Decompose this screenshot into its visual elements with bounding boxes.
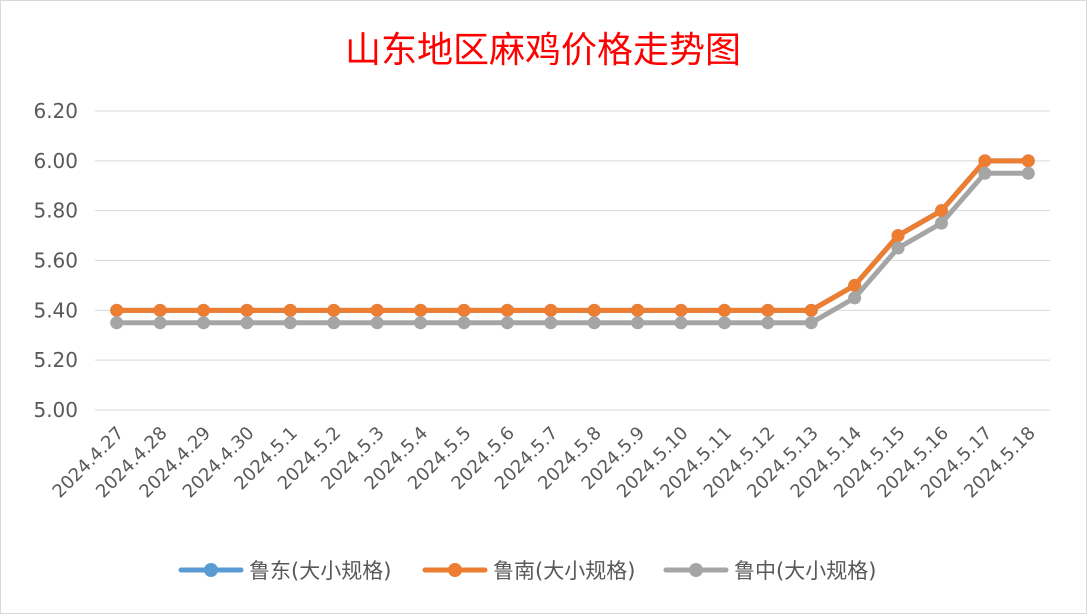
data-point <box>891 241 905 255</box>
data-point <box>283 303 297 317</box>
y-tick-label: 5.80 <box>33 199 78 223</box>
series-line <box>114 170 1031 326</box>
y-tick-label: 6.00 <box>33 149 78 173</box>
series-3 <box>110 166 1035 330</box>
y-tick-label: 5.60 <box>33 249 78 273</box>
legend-item: 鲁南(大小规格) <box>422 559 635 583</box>
series-layer <box>110 154 1035 330</box>
data-point <box>500 316 514 330</box>
legend-label: 鲁南(大小规格) <box>493 559 635 583</box>
data-point <box>544 316 558 330</box>
data-point <box>717 303 731 317</box>
data-point <box>1021 154 1035 168</box>
legend-swatch-marker <box>448 563 462 577</box>
data-point <box>370 316 384 330</box>
legend-swatch-marker <box>204 563 218 577</box>
data-point <box>587 316 601 330</box>
data-point <box>370 303 384 317</box>
data-point <box>240 303 254 317</box>
legend-label: 鲁中(大小规格) <box>734 559 876 583</box>
legend-item: 鲁中(大小规格) <box>663 559 876 583</box>
data-point <box>674 316 688 330</box>
data-point <box>804 316 818 330</box>
data-point <box>848 278 862 292</box>
data-point <box>804 303 818 317</box>
y-axis-ticks: 5.00 5.20 5.40 5.60 5.80 6.00 6.20 <box>33 99 78 422</box>
y-tick-label: 6.20 <box>33 99 78 123</box>
data-point <box>978 166 992 180</box>
data-point <box>414 316 428 330</box>
data-point <box>110 303 124 317</box>
data-point <box>761 316 775 330</box>
legend-item: 鲁东(大小规格) <box>178 559 391 583</box>
legend-label: 鲁东(大小规格) <box>249 559 391 583</box>
data-point <box>587 303 601 317</box>
data-point <box>674 303 688 317</box>
data-point <box>544 303 558 317</box>
y-tick-label: 5.40 <box>33 298 78 322</box>
data-point <box>153 316 167 330</box>
data-point <box>717 316 731 330</box>
data-point <box>631 303 645 317</box>
gridlines <box>95 110 1050 411</box>
data-point <box>327 303 341 317</box>
data-point <box>934 204 948 218</box>
data-point <box>197 316 211 330</box>
series-2 <box>110 154 1035 317</box>
y-tick-label: 5.00 <box>33 398 78 422</box>
data-point <box>197 303 211 317</box>
data-point <box>110 316 124 330</box>
data-point <box>283 316 297 330</box>
data-point <box>934 216 948 230</box>
y-tick-label: 5.20 <box>33 348 78 372</box>
data-point <box>891 229 905 243</box>
data-point <box>1021 166 1035 180</box>
legend-swatch-marker <box>689 563 703 577</box>
data-point <box>761 303 775 317</box>
data-point <box>631 316 645 330</box>
data-point <box>848 291 862 305</box>
data-point <box>240 316 254 330</box>
data-point <box>978 154 992 168</box>
data-point <box>327 316 341 330</box>
data-point <box>500 303 514 317</box>
chart-title: 山东地区麻鸡价格走势图 <box>345 30 741 71</box>
data-point <box>153 303 167 317</box>
series-line <box>114 158 1031 313</box>
data-point <box>457 303 471 317</box>
data-point <box>414 303 428 317</box>
data-point <box>457 316 471 330</box>
legend: 鲁东(大小规格) 鲁南(大小规格) 鲁中(大小规格) <box>178 559 876 583</box>
